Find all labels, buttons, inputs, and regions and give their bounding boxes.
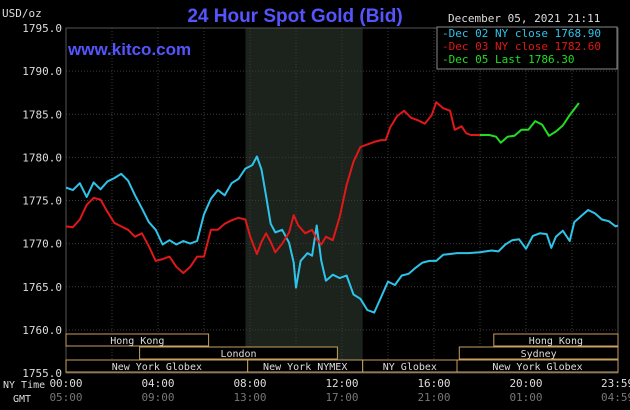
grid-lines xyxy=(65,27,619,374)
market-sessions: Hong Kong Hong Kong London Sydney New York G… xyxy=(65,333,619,373)
ny-time-label: NY Time xyxy=(3,380,45,391)
session-label: Sydney xyxy=(521,349,557,360)
brand-text: www.kitco.com xyxy=(67,40,191,59)
session-bar xyxy=(139,346,338,360)
session-bar xyxy=(456,359,619,373)
y-tick-label: 1780.0 xyxy=(22,151,62,164)
x-tick-gmt: 09:00 xyxy=(141,391,174,404)
session-label: NY Globex xyxy=(383,362,437,373)
legend: -Dec 02 NY close 1768.90-Dec 03 NY close… xyxy=(436,26,618,70)
x-tick-ny: 00:00 xyxy=(49,377,82,390)
date-label: December 05, 2021 21:11 xyxy=(448,12,600,25)
session-label: Hong Kong xyxy=(529,336,583,347)
y-tick-label: 1765.0 xyxy=(22,281,62,294)
series-line xyxy=(65,101,480,274)
x-tick-ny: 23:59 xyxy=(601,377,630,390)
plot-border xyxy=(65,27,619,374)
x-tick-gmt: 01:00 xyxy=(509,391,542,404)
x-tick-gmt: 17:00 xyxy=(325,391,358,404)
series-line xyxy=(480,102,580,144)
series-line xyxy=(65,155,619,314)
legend-box xyxy=(436,26,618,70)
session-label: New York NYMEX xyxy=(263,362,347,373)
y-tick-label: 1785.0 xyxy=(22,108,62,121)
legend-entry: -Dec 05 Last 1786.30 xyxy=(442,53,574,66)
x-tick-ny: 08:00 xyxy=(233,377,266,390)
session-label: New York Globex xyxy=(492,362,582,373)
session-bar xyxy=(65,333,210,347)
y-tick-label: 1775.0 xyxy=(22,195,62,208)
x-tick-gmt: 13:00 xyxy=(233,391,266,404)
x-tick-gmt: 05:00 xyxy=(49,391,82,404)
x-tick-ny: 12:00 xyxy=(325,377,358,390)
y-tick-label: 1790.0 xyxy=(22,65,62,78)
y-tick-label: 1770.0 xyxy=(22,238,62,251)
legend-entry: -Dec 03 NY close 1782.60 xyxy=(442,40,601,53)
chart-title: 24 Hour Spot Gold (Bid) xyxy=(187,6,402,27)
x-tick-ny: 20:00 xyxy=(509,377,542,390)
session-bar xyxy=(458,346,619,360)
series-lines xyxy=(65,101,619,314)
y-tick-label: 1755.0 xyxy=(22,367,62,380)
session-bar xyxy=(493,333,619,347)
y-tick-label: 1760.0 xyxy=(22,324,62,337)
legend-entry: -Dec 02 NY close 1768.90 xyxy=(442,27,601,40)
y-axis: 1795.0 1790.0 1785.0 1780.0 1775.0 1770.0 1765… xyxy=(22,22,62,380)
x-tick-gmt: 21:00 xyxy=(417,391,450,404)
session-label: New York Globex xyxy=(112,362,202,373)
gmt-label: GMT xyxy=(13,394,31,405)
y-tick-label: 1795.0 xyxy=(22,22,62,35)
x-tick-ny: 16:00 xyxy=(417,377,450,390)
x-tick-ny: 04:00 xyxy=(141,377,174,390)
y-axis-label: USD/oz xyxy=(2,7,42,20)
x-tick-gmt: 04:59 xyxy=(601,391,630,404)
session-label: London xyxy=(220,349,256,360)
session-label: Hong Kong xyxy=(110,336,164,347)
